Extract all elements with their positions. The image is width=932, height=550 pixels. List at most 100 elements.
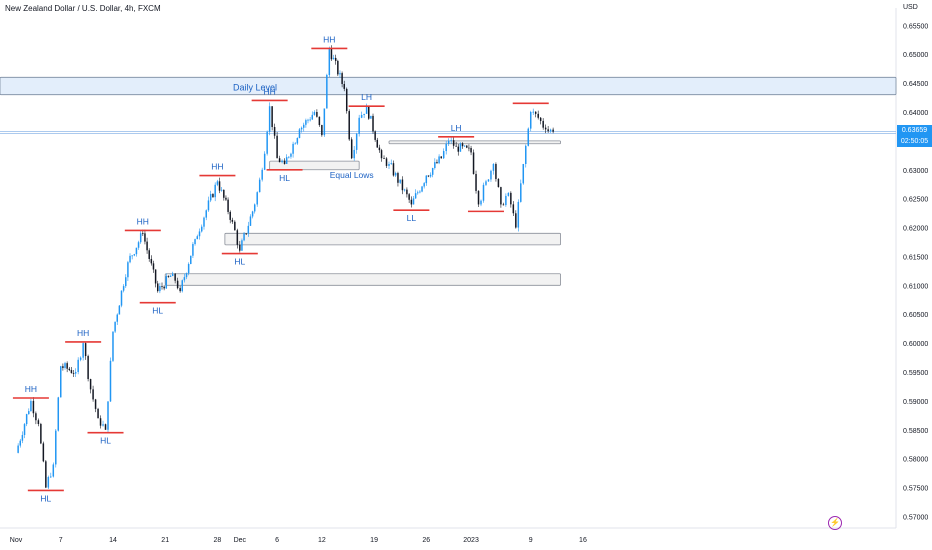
candle-body [57,397,60,431]
candle-body [477,190,480,205]
candle-body [283,160,286,164]
candle-body [419,191,421,193]
y-tick-label: 0.65500 [903,23,928,30]
swing-label: Equal Lows [330,170,374,180]
candle-body [487,179,490,182]
candle-body [42,443,45,462]
candle-body [225,197,227,200]
x-tick-label: 21 [161,537,169,544]
candle-body [112,331,114,361]
y-tick-label: 0.64000 [903,110,928,117]
candle-body [427,175,430,177]
candle-body [30,400,32,412]
candle-body [313,112,316,115]
candle-body [502,204,505,206]
candle-body [150,258,153,264]
bar-countdown: 02:50:05 [900,137,929,145]
candle-body [102,424,104,426]
candle-body [529,112,532,129]
candle-body [360,115,363,118]
candle-body [68,368,71,371]
candle-body [520,183,522,202]
last-price-tag: 0.63659 02:50:05 [897,124,932,147]
candle-body [87,356,89,380]
symbol-title: New Zealand Dollar / U.S. Dollar, 4h, FX… [5,4,161,13]
candle-body [332,57,335,60]
candle-body [434,162,436,169]
candle-body [21,434,24,441]
candle-body [84,343,87,357]
candle-body [285,157,288,164]
candle-body [374,131,376,140]
candle-body [52,464,55,477]
y-tick-label: 0.61500 [903,254,928,261]
candle-body [438,156,440,164]
y-tick-label: 0.60000 [903,341,928,348]
candle-body [99,418,102,426]
candle-body [159,286,161,292]
candle-body [429,174,432,177]
x-tick-label: 6 [275,537,279,544]
candle-body [457,146,460,152]
candle-body [544,127,547,130]
candle-body [212,194,214,198]
candle-body [475,173,477,191]
swing-label: LH [451,123,462,133]
candle-body [50,476,52,478]
candle-body [116,314,118,322]
candle-body [234,221,236,231]
candle-body [431,168,434,175]
candle-body [350,139,353,159]
swing-label: HL [279,173,290,183]
zone-zone-dec7 [269,160,360,171]
candle-body [137,242,140,248]
candle-body [450,140,452,141]
candle-body [442,151,445,159]
candle-body [239,244,241,251]
swing-label: HH [263,86,275,96]
candle-body [534,111,537,114]
candle-body [25,414,28,425]
candle-body [326,74,328,109]
x-tick-label: 14 [109,537,117,544]
candle-body [495,164,497,179]
candle-body [363,113,365,116]
candle-body [385,158,388,166]
candle-body [152,263,155,270]
candle-body [148,250,150,259]
candle-body [517,201,520,228]
candle-body [122,286,125,291]
candle-body [94,399,97,409]
candle-body [296,137,299,144]
y-tick-label: 0.62000 [903,226,928,233]
candle-body [245,233,247,235]
candle-body [203,217,205,227]
candle-body [114,321,116,332]
swing-label: HH [77,328,89,338]
zone-daily-level [0,76,897,96]
x-tick-label: 16 [579,537,587,544]
lightning-bolt-icon[interactable]: ⚡ [828,516,842,530]
candle-body [408,194,410,200]
candle-body [330,48,333,60]
candle-body [288,156,290,158]
candle-body [507,192,510,196]
candle-body [263,153,266,170]
candle-body [378,147,381,151]
candle-body [190,255,192,264]
candle-body [223,189,225,198]
candle-body [19,440,22,446]
candle-body [179,288,181,292]
y-tick-label: 0.57000 [903,514,928,521]
x-tick-label: 7 [59,537,63,544]
candle-body [185,273,188,278]
candle-body [390,163,392,164]
candle-body [218,181,221,191]
candle-body [321,125,323,136]
candle-body [353,149,355,159]
candle-body [220,189,223,191]
candle-body [372,115,374,132]
candle-body [399,179,401,183]
candle-body [292,143,294,154]
